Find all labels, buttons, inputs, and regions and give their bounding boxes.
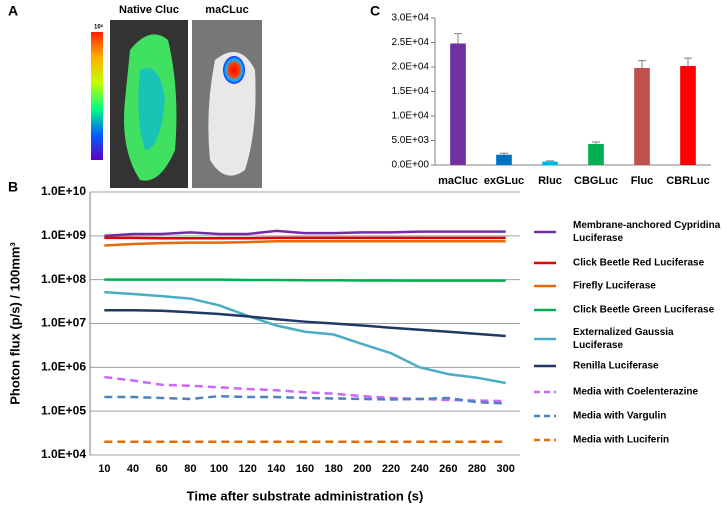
legend-label: Membrane-anchored Cypridina Luciferase xyxy=(573,220,721,244)
x-tick-label: exGLuc xyxy=(484,175,524,187)
line xyxy=(104,290,506,385)
legend-label: Renilla Luciferase xyxy=(573,360,659,372)
x-tick-label: maCluc xyxy=(438,175,478,187)
mouse-signal xyxy=(138,68,165,150)
y-tick-label: 1.0E+06 xyxy=(41,360,86,374)
x-tick-label: 160 xyxy=(296,463,314,475)
y-tick-label: 1.0E+04 xyxy=(391,111,429,122)
line xyxy=(104,375,506,403)
error-bar xyxy=(546,160,554,162)
image-label: Native Cluc xyxy=(119,4,179,16)
y-tick-label: 0.0E+00 xyxy=(391,160,429,171)
legend-label: Media with Coelenterazine xyxy=(573,386,699,398)
error-bar xyxy=(500,152,508,155)
colorbar-label: 10⁶ xyxy=(94,25,104,31)
legend-label: Firefly Luciferase xyxy=(573,280,656,292)
error-bar xyxy=(592,141,600,144)
x-tick-label: 100 xyxy=(210,463,228,475)
x-tick-label: CBRLuc xyxy=(666,175,709,187)
legend-label: Media with Luciferin xyxy=(573,434,670,446)
x-axis-label: Time after substrate administration (s) xyxy=(187,488,424,503)
panel-label: C xyxy=(370,3,380,19)
legend-label: Externalized Gaussia Luciferase xyxy=(573,327,674,351)
x-tick-label: 10 xyxy=(98,463,110,475)
y-tick-label: 2.5E+04 xyxy=(391,37,429,48)
y-tick-label: 3.0E+04 xyxy=(391,13,429,24)
y-tick-label: 1.0E+04 xyxy=(41,447,86,461)
x-tick-label: 300 xyxy=(496,463,514,475)
image-label: maCLuc xyxy=(205,4,248,16)
bar xyxy=(634,67,650,165)
panel-label: B xyxy=(8,179,18,195)
x-tick-label: 80 xyxy=(184,463,196,475)
legend-label: Click Beetle Red Luciferase xyxy=(573,257,705,269)
y-tick-label: 1.0E+07 xyxy=(41,316,86,330)
mouse-signal xyxy=(223,56,245,84)
y-tick-label: 1.0E+09 xyxy=(41,228,86,242)
y-tick-label: 1.0E+10 xyxy=(41,184,86,198)
bar xyxy=(680,66,696,165)
line xyxy=(104,229,506,238)
error-bar xyxy=(638,60,646,68)
y-tick-label: 1.5E+04 xyxy=(391,86,429,97)
y-tick-label: 5.0E+03 xyxy=(391,135,429,146)
x-tick-label: 260 xyxy=(439,463,457,475)
y-axis-label: Photon flux (p/s) / 100mm³ xyxy=(7,242,22,405)
legend-label: Media with Vargulin xyxy=(573,410,667,422)
x-tick-label: Fluc xyxy=(631,175,654,187)
line xyxy=(104,240,506,247)
panel-label: A xyxy=(8,3,18,19)
bar xyxy=(542,161,558,165)
legend-label: Click Beetle Green Luciferase xyxy=(573,304,715,316)
bar xyxy=(450,43,466,166)
error-bar xyxy=(454,33,462,44)
line xyxy=(104,394,506,405)
x-tick-label: 200 xyxy=(353,463,371,475)
y-tick-label: 2.0E+04 xyxy=(391,62,429,73)
x-tick-label: 180 xyxy=(324,463,342,475)
x-tick-label: 60 xyxy=(156,463,168,475)
x-tick-label: 240 xyxy=(410,463,428,475)
y-tick-label: 1.0E+05 xyxy=(41,403,86,417)
mouse-body xyxy=(208,52,256,176)
bar xyxy=(588,143,604,165)
line xyxy=(104,278,506,282)
x-tick-label: Rluc xyxy=(538,175,562,187)
x-tick-label: 40 xyxy=(127,463,139,475)
error-bar xyxy=(684,57,692,67)
x-tick-label: 140 xyxy=(267,463,285,475)
x-tick-label: 120 xyxy=(238,463,256,475)
line xyxy=(104,309,506,338)
bar xyxy=(496,154,512,165)
x-tick-label: 220 xyxy=(382,463,400,475)
x-tick-label: 280 xyxy=(468,463,486,475)
colorbar xyxy=(91,32,103,160)
x-tick-label: CBGLuc xyxy=(574,175,618,187)
y-tick-label: 1.0E+08 xyxy=(41,272,86,286)
